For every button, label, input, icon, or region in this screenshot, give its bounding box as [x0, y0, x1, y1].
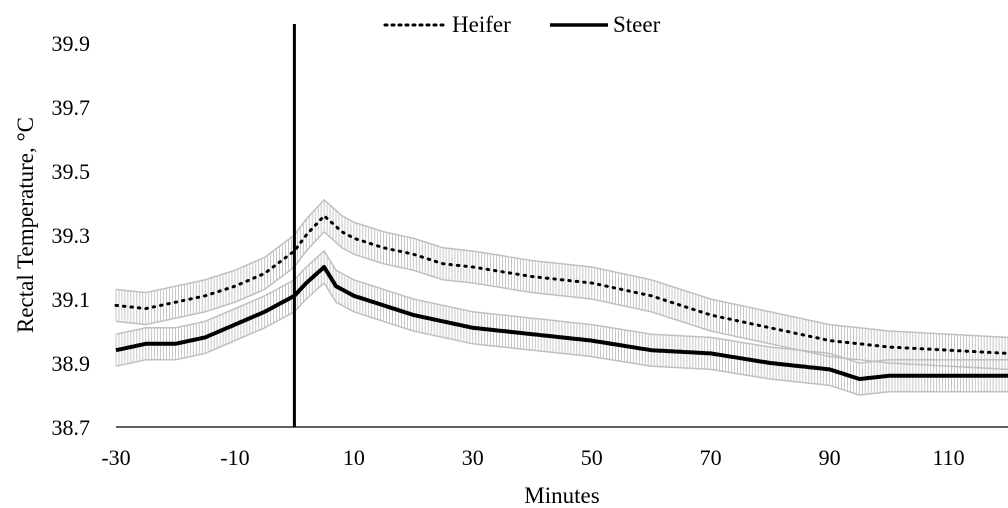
legend-label-heifer: Heifer [452, 12, 511, 37]
y-tick-label: 39.1 [52, 287, 91, 312]
axes: 38.7 38.9 39.1 39.3 39.5 39.7 39.9 -30 -10 10 30 50… [52, 24, 1008, 470]
x-tick-label: -30 [101, 445, 130, 470]
y-axis-label: Rectal Temperature, °C [13, 117, 38, 333]
y-tick-label: 39.3 [52, 223, 91, 248]
error-band-lower [115, 281, 1008, 396]
error-band-upper [115, 249, 1008, 364]
y-tick-label: 39.7 [52, 95, 91, 120]
series-line-steer [115, 265, 1008, 381]
series-line-heifer [114, 214, 1008, 355]
x-tick-label: 70 [700, 445, 722, 470]
x-tick-label: 50 [581, 445, 603, 470]
x-tick-label: 10 [343, 445, 365, 470]
y-tick-label: 38.9 [52, 351, 91, 376]
legend-label-steer: Steer [613, 12, 661, 37]
y-tick-label: 38.7 [52, 415, 91, 440]
y-tick-label: 39.5 [52, 159, 91, 184]
series-layer [114, 214, 1008, 381]
legend: Heifer Steer [383, 12, 661, 37]
x-axis-label: Minutes [524, 483, 599, 508]
error-band-lower [115, 230, 1008, 371]
x-tick-label: -10 [220, 445, 249, 470]
y-tick-label: 39.9 [52, 31, 91, 56]
x-tick-label: 90 [819, 445, 841, 470]
x-tick-label: 110 [932, 445, 964, 470]
x-tick-label: 30 [462, 445, 484, 470]
error-bars [115, 198, 1008, 396]
error-band-upper [115, 198, 1008, 339]
